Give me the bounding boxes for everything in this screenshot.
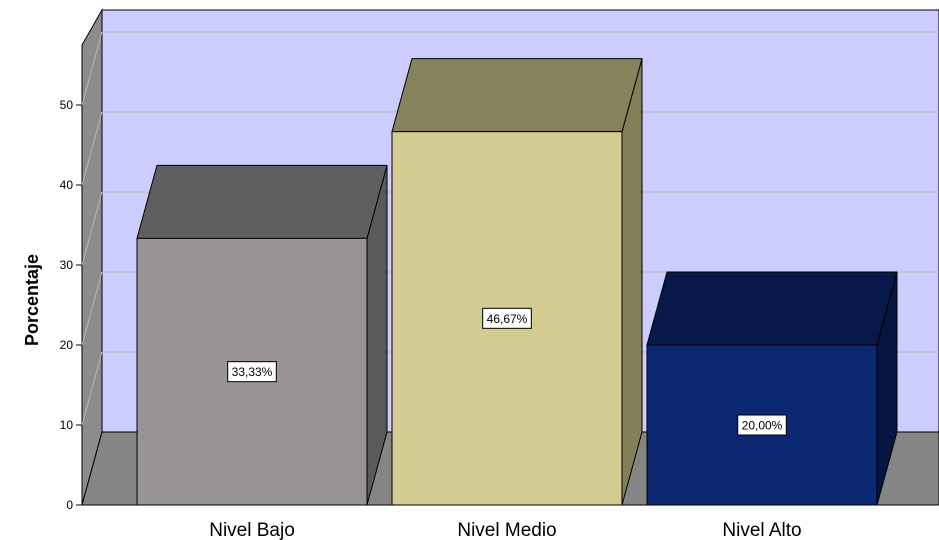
- bar: 33,33%: [136, 164, 388, 506]
- y-axis-ticks: 0 10 20 30 40 50: [60, 98, 82, 512]
- y-tick-label: 50: [60, 98, 74, 112]
- gridline-side: [81, 351, 103, 426]
- side-wall: [81, 8, 103, 506]
- bars: 33,33% 46,67% 20,00%: [136, 58, 898, 506]
- x-tick-label: Nivel Medio: [457, 520, 556, 540]
- bar: 20,00%: [646, 271, 898, 506]
- bar-side: [621, 58, 643, 506]
- data-label-box: [737, 414, 787, 436]
- data-label: 46,67%: [487, 312, 528, 326]
- data-label-box: [227, 361, 277, 383]
- gridline-side: [81, 111, 103, 186]
- data-label-box: [482, 307, 532, 329]
- bar: 46,67%: [391, 58, 643, 506]
- bar-top: [646, 271, 898, 346]
- y-tick-label: 20: [60, 338, 74, 352]
- x-tick-label: Nivel Bajo: [209, 520, 295, 540]
- y-axis-label: Porcentaje: [22, 254, 42, 346]
- data-label: 33,33%: [232, 365, 273, 379]
- y-tick-label: 10: [60, 418, 74, 432]
- y-tick-label: 40: [60, 178, 74, 192]
- bar-top: [136, 164, 388, 239]
- x-tick-label: Nivel Alto: [722, 520, 801, 540]
- y-tick-label: 30: [60, 258, 74, 272]
- bar-top: [391, 58, 643, 133]
- data-label: 20,00%: [742, 419, 783, 433]
- y-tick-label: 0: [66, 498, 73, 512]
- gridline-side: [81, 271, 103, 346]
- x-axis-categories: Nivel Bajo Nivel Medio Nivel Alto: [209, 520, 801, 540]
- gridline-side: [81, 191, 103, 266]
- gridline-side: [81, 31, 103, 106]
